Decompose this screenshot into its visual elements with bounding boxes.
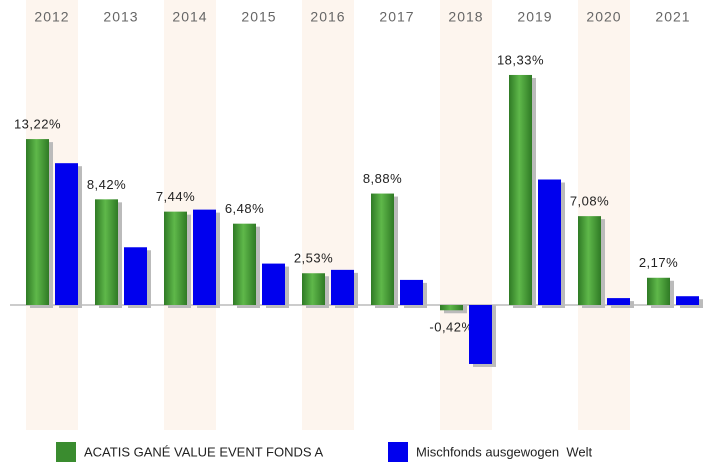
value-label: 8,88% [363, 171, 402, 186]
value-label: 13,22% [14, 117, 61, 132]
bar [607, 298, 630, 305]
bar [469, 305, 492, 364]
bar [440, 305, 463, 311]
bar [538, 179, 561, 305]
x-tick-label: 2015 [241, 9, 276, 25]
value-label: 6,48% [225, 201, 264, 216]
value-label: 8,42% [87, 177, 126, 192]
bar [676, 296, 699, 305]
bar [647, 277, 670, 305]
x-tick-label: 2020 [586, 9, 621, 25]
legend-swatch [388, 442, 408, 462]
bar [578, 216, 601, 305]
x-tick-label: 2021 [655, 9, 690, 25]
bar [233, 223, 256, 305]
bar [302, 273, 325, 305]
x-tick-label: 2016 [310, 9, 345, 25]
bar [193, 209, 216, 305]
bar [55, 163, 78, 305]
x-tick-label: 2012 [34, 9, 69, 25]
x-tick-label: 2014 [172, 9, 207, 25]
bar [26, 139, 49, 305]
x-tick-label: 2017 [379, 9, 414, 25]
legend-label: Mischfonds ausgewogen Welt [416, 444, 592, 459]
bar [371, 193, 394, 305]
bar [164, 211, 187, 305]
x-tick-label: 2019 [517, 9, 552, 25]
column-band [578, 0, 630, 430]
column-band [302, 0, 354, 430]
value-label: -0,42% [429, 320, 473, 335]
x-tick-label: 2013 [103, 9, 138, 25]
bar [95, 199, 118, 305]
bar [262, 263, 285, 305]
bar [124, 247, 147, 305]
bar [331, 269, 354, 305]
bar [509, 74, 532, 306]
bar [400, 279, 423, 305]
value-label: 2,53% [294, 251, 333, 266]
value-label: 2,17% [639, 255, 678, 270]
value-label: 7,08% [570, 194, 609, 209]
legend-label: ACATIS GANÉ VALUE EVENT FONDS A [84, 444, 323, 459]
x-tick-label: 2018 [448, 9, 483, 25]
value-label: 18,33% [497, 52, 544, 67]
value-label: 7,44% [156, 189, 195, 204]
legend-swatch [56, 442, 76, 462]
